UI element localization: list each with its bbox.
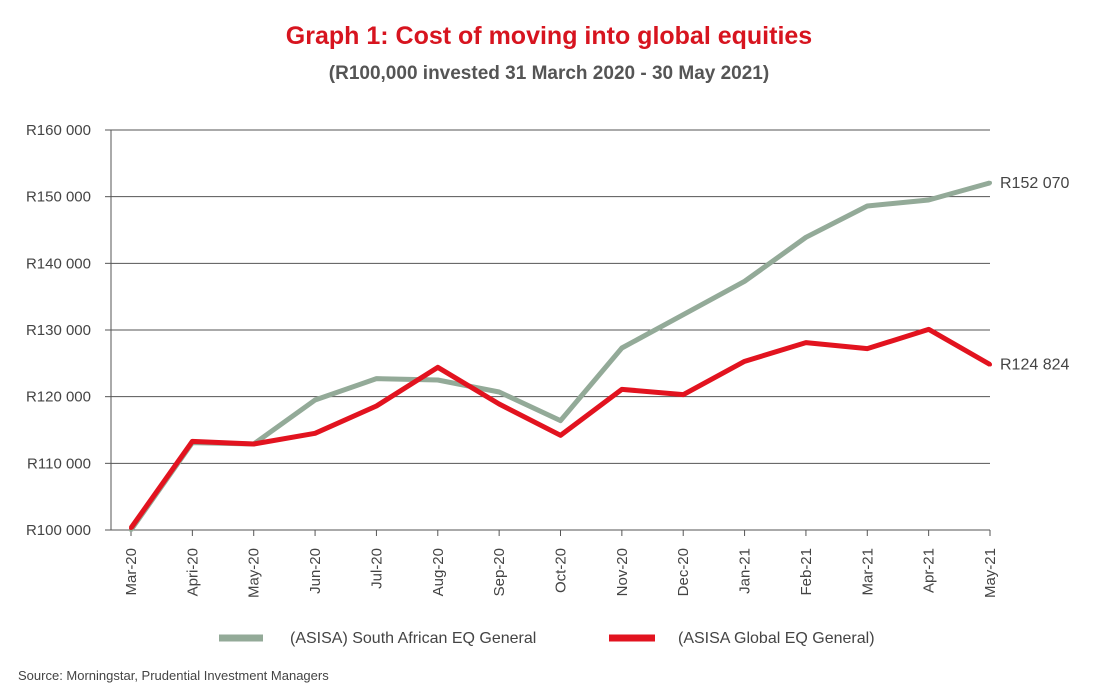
data-point bbox=[497, 390, 502, 394]
data-point bbox=[435, 365, 440, 370]
x-tick-label: May-20 bbox=[246, 548, 263, 598]
legend-label: (ASISA) South African EQ General bbox=[290, 630, 536, 647]
data-point bbox=[129, 526, 133, 530]
data-point bbox=[865, 346, 870, 351]
data-point bbox=[926, 198, 931, 202]
data-point bbox=[865, 204, 870, 208]
x-tick-label: Oct-20 bbox=[553, 548, 570, 593]
data-point bbox=[619, 387, 624, 392]
y-tick-label: R150 000 bbox=[26, 189, 91, 206]
x-tick-label: Apr-21 bbox=[921, 548, 938, 593]
gridlines bbox=[111, 129, 990, 464]
series-line-2 bbox=[128, 326, 992, 530]
x-tick-label: Mar-21 bbox=[859, 548, 876, 596]
x-tick-label: Apri-20 bbox=[184, 548, 201, 596]
data-point bbox=[251, 442, 256, 446]
end-value-label: R152 070 bbox=[1000, 175, 1069, 192]
series-line-1 bbox=[128, 180, 991, 532]
data-point bbox=[558, 433, 563, 438]
data-point bbox=[742, 279, 747, 284]
data-point bbox=[374, 404, 379, 408]
x-tick-label: Jul-20 bbox=[368, 548, 385, 589]
data-point bbox=[803, 340, 808, 345]
x-tick-label: Dec-20 bbox=[675, 548, 692, 596]
chart-title: Graph 1: Cost of moving into global equi… bbox=[285, 22, 813, 50]
y-tick-label: R100 000 bbox=[26, 522, 91, 539]
data-point bbox=[313, 431, 318, 436]
y-tick-label: R120 000 bbox=[26, 389, 91, 406]
legend-label: (ASISA Global EQ General) bbox=[678, 630, 875, 647]
x-tick-label: Mar-20 bbox=[123, 548, 140, 596]
data-point bbox=[313, 398, 318, 402]
data-point bbox=[374, 376, 379, 381]
x-tick-label: Jun-20 bbox=[307, 548, 324, 594]
x-tick-label: Aug-20 bbox=[430, 548, 447, 596]
chart-subtitle: (R100,000 invested 31 March 2020 - 30 Ma… bbox=[328, 63, 770, 84]
axes: R100 000 R110 000 R120 000 R130 000 R140 000… bbox=[26, 122, 999, 598]
data-point bbox=[558, 418, 563, 423]
data-point bbox=[497, 402, 502, 406]
source-note: Source: Morningstar, Prudential Investme… bbox=[18, 668, 329, 683]
data-point bbox=[619, 346, 624, 350]
data-point bbox=[988, 180, 992, 185]
legend: (ASISA) South African EQ General (ASISA G… bbox=[219, 630, 875, 647]
end-value-label: R124 824 bbox=[1000, 357, 1069, 374]
data-labels: R152 070 R124 824 bbox=[1000, 175, 1069, 374]
data-point bbox=[742, 359, 747, 364]
y-tick-label: R160 000 bbox=[26, 122, 91, 139]
data-point bbox=[803, 235, 808, 240]
y-tick-label: R140 000 bbox=[26, 255, 91, 272]
x-tick-label: Jan-21 bbox=[737, 548, 754, 594]
x-tick-label: Nov-20 bbox=[614, 548, 631, 596]
x-tick-label: Feb-21 bbox=[798, 548, 815, 596]
data-point bbox=[435, 378, 440, 382]
data-point bbox=[926, 327, 931, 332]
data-point bbox=[988, 362, 992, 367]
y-tick-label: R110 000 bbox=[27, 455, 91, 472]
x-tick-label: Sep-20 bbox=[491, 548, 508, 596]
data-point bbox=[681, 312, 686, 317]
data-point bbox=[190, 439, 195, 444]
series-lines bbox=[128, 180, 992, 532]
y-tick-label: R130 000 bbox=[26, 322, 91, 339]
data-point bbox=[681, 392, 686, 397]
x-tick-label: May-21 bbox=[982, 548, 999, 598]
